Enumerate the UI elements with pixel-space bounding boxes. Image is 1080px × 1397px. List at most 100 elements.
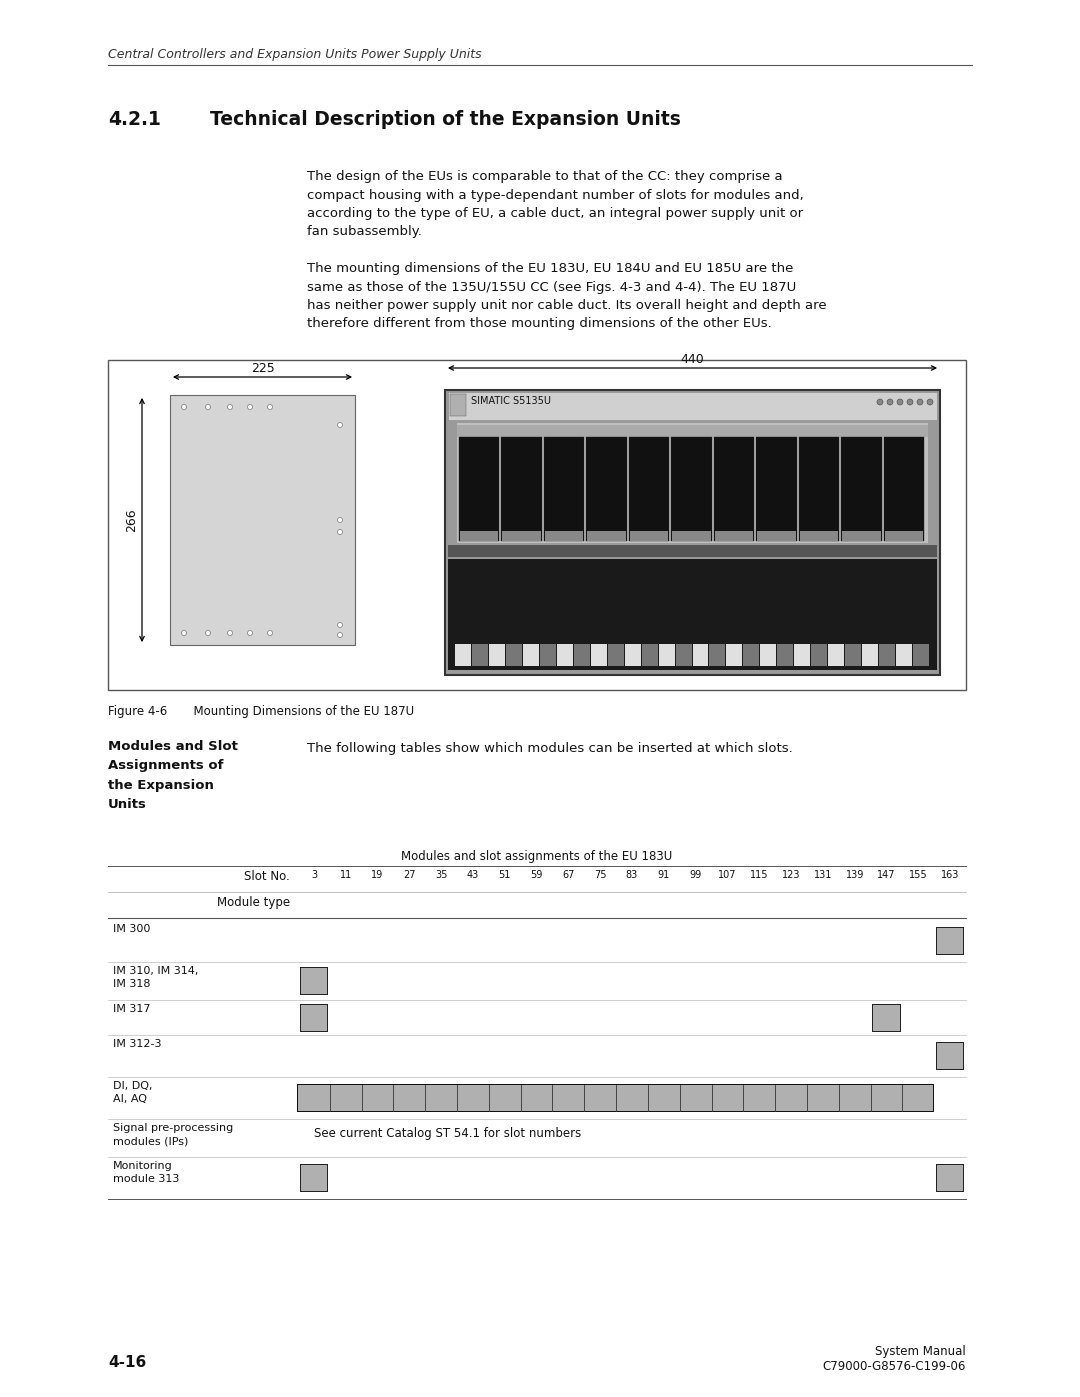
Text: 155: 155	[909, 870, 928, 880]
FancyBboxPatch shape	[448, 545, 937, 557]
FancyBboxPatch shape	[544, 437, 584, 541]
FancyBboxPatch shape	[108, 360, 966, 690]
FancyBboxPatch shape	[757, 531, 796, 541]
Text: 3: 3	[311, 870, 316, 880]
FancyBboxPatch shape	[301, 968, 327, 995]
FancyBboxPatch shape	[692, 644, 708, 666]
Circle shape	[247, 405, 253, 409]
FancyBboxPatch shape	[659, 644, 675, 666]
Circle shape	[907, 400, 913, 405]
FancyBboxPatch shape	[629, 437, 670, 541]
FancyBboxPatch shape	[300, 967, 328, 995]
Text: IM 312-3: IM 312-3	[113, 1039, 162, 1049]
Text: Monitoring
module 313: Monitoring module 313	[113, 1161, 179, 1185]
Text: Module type: Module type	[217, 895, 291, 909]
FancyBboxPatch shape	[455, 644, 471, 666]
Circle shape	[337, 529, 342, 535]
Text: Figure 4-6       Mounting Dimensions of the EU 187U: Figure 4-6 Mounting Dimensions of the EU…	[108, 705, 414, 718]
FancyBboxPatch shape	[301, 1004, 327, 1031]
FancyBboxPatch shape	[457, 423, 928, 543]
Circle shape	[887, 400, 893, 405]
Circle shape	[927, 400, 933, 405]
FancyBboxPatch shape	[778, 644, 794, 666]
Text: 99: 99	[689, 870, 702, 880]
Text: See current Catalog ST 54.1 for slot numbers: See current Catalog ST 54.1 for slot num…	[314, 1127, 581, 1140]
FancyBboxPatch shape	[743, 644, 759, 666]
Text: 147: 147	[877, 870, 895, 880]
FancyBboxPatch shape	[300, 1164, 328, 1192]
FancyBboxPatch shape	[896, 644, 912, 666]
Circle shape	[337, 517, 342, 522]
FancyBboxPatch shape	[760, 644, 777, 666]
FancyBboxPatch shape	[798, 437, 839, 541]
Circle shape	[205, 405, 211, 409]
Text: IM 317: IM 317	[113, 1004, 150, 1014]
FancyBboxPatch shape	[936, 928, 964, 956]
FancyBboxPatch shape	[799, 531, 838, 541]
FancyBboxPatch shape	[710, 644, 726, 666]
Text: 139: 139	[846, 870, 864, 880]
Text: Technical Description of the Expansion Units: Technical Description of the Expansion U…	[210, 110, 680, 129]
Text: IM 300: IM 300	[113, 923, 150, 935]
Text: 43: 43	[467, 870, 480, 880]
Text: System Manual: System Manual	[875, 1345, 966, 1358]
FancyBboxPatch shape	[937, 1165, 963, 1192]
Text: 11: 11	[339, 870, 352, 880]
FancyBboxPatch shape	[523, 644, 539, 666]
FancyBboxPatch shape	[300, 1003, 328, 1031]
FancyBboxPatch shape	[457, 425, 928, 437]
FancyBboxPatch shape	[608, 644, 623, 666]
FancyBboxPatch shape	[591, 644, 607, 666]
FancyBboxPatch shape	[874, 1004, 900, 1031]
FancyBboxPatch shape	[937, 928, 963, 954]
FancyBboxPatch shape	[301, 1165, 327, 1192]
Circle shape	[337, 422, 342, 427]
FancyBboxPatch shape	[841, 437, 881, 541]
FancyBboxPatch shape	[630, 531, 669, 541]
Text: IM 310, IM 314,
IM 318: IM 310, IM 314, IM 318	[113, 965, 199, 989]
Text: 440: 440	[680, 353, 704, 366]
FancyBboxPatch shape	[642, 644, 658, 666]
Text: 107: 107	[718, 870, 737, 880]
FancyBboxPatch shape	[936, 1042, 964, 1070]
Circle shape	[205, 630, 211, 636]
FancyBboxPatch shape	[624, 644, 640, 666]
FancyBboxPatch shape	[913, 644, 929, 666]
FancyBboxPatch shape	[472, 644, 488, 666]
Circle shape	[337, 633, 342, 637]
FancyBboxPatch shape	[448, 393, 937, 420]
Circle shape	[268, 405, 272, 409]
FancyBboxPatch shape	[873, 1003, 901, 1031]
FancyBboxPatch shape	[489, 644, 504, 666]
FancyBboxPatch shape	[170, 395, 355, 645]
FancyBboxPatch shape	[885, 531, 923, 541]
Text: 225: 225	[251, 362, 274, 374]
FancyBboxPatch shape	[573, 644, 590, 666]
Text: 35: 35	[435, 870, 447, 880]
Text: 59: 59	[530, 870, 543, 880]
Circle shape	[181, 630, 187, 636]
FancyBboxPatch shape	[297, 1084, 933, 1112]
FancyBboxPatch shape	[501, 437, 542, 541]
FancyBboxPatch shape	[936, 1164, 964, 1192]
FancyBboxPatch shape	[459, 437, 499, 541]
Text: 51: 51	[499, 870, 511, 880]
FancyBboxPatch shape	[545, 531, 583, 541]
Text: C79000-G8576-C199-06: C79000-G8576-C199-06	[823, 1361, 966, 1373]
FancyBboxPatch shape	[586, 437, 626, 541]
Circle shape	[877, 400, 883, 405]
Text: 4-16: 4-16	[108, 1355, 146, 1370]
Text: SIMATIC S5135U: SIMATIC S5135U	[471, 395, 551, 407]
Text: 27: 27	[403, 870, 416, 880]
Circle shape	[917, 400, 923, 405]
FancyBboxPatch shape	[557, 644, 572, 666]
FancyBboxPatch shape	[811, 644, 827, 666]
Text: 91: 91	[658, 870, 670, 880]
Text: Modules and slot assignments of the EU 183U: Modules and slot assignments of the EU 1…	[402, 849, 673, 863]
FancyBboxPatch shape	[450, 394, 465, 416]
Text: 115: 115	[750, 870, 769, 880]
Text: Modules and Slot
Assignments of
the Expansion
Units: Modules and Slot Assignments of the Expa…	[108, 740, 238, 812]
Text: 131: 131	[813, 870, 832, 880]
FancyBboxPatch shape	[879, 644, 895, 666]
FancyBboxPatch shape	[298, 1085, 933, 1111]
